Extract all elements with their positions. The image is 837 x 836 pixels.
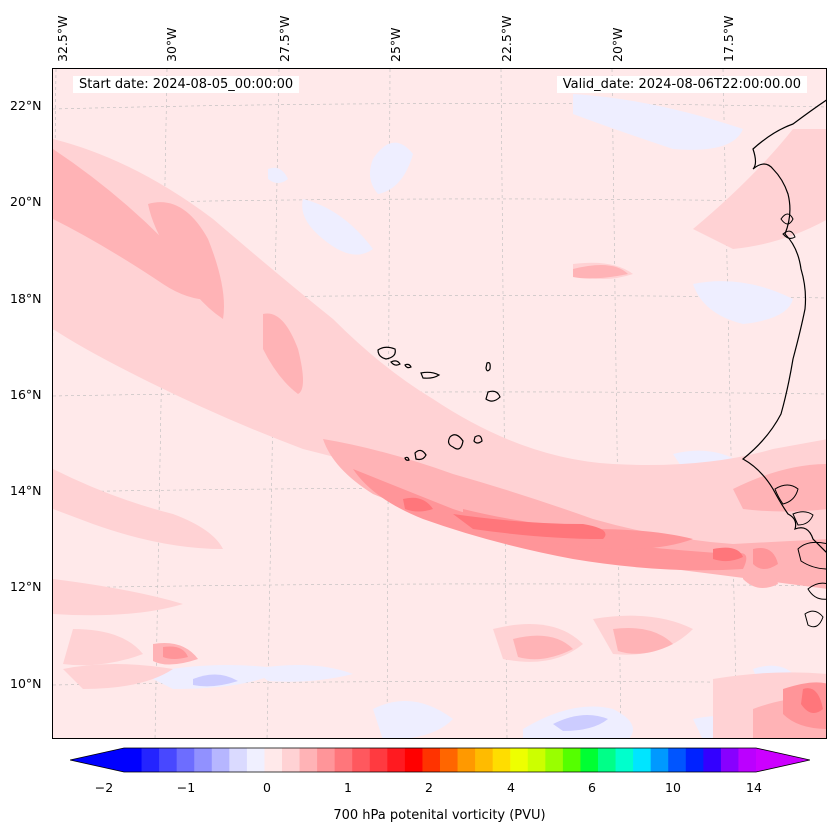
colorbar-right-arrow [756,748,810,772]
coast-inlet-2 [792,511,814,526]
colorbar-segment [720,748,739,772]
valid-date-label: Valid_date: 2024-08-06T22:00:00.00 [556,76,807,93]
pv-contour-map [53,69,826,738]
colorbar-segment [738,748,757,772]
colorbar-tick-label: −2 [94,780,114,795]
lat-label-22n: 22°N [10,98,42,113]
colorbar-segment [124,748,143,772]
start-date-label: Start date: 2024-08-05_00:00:00 [73,76,300,93]
colorbar-segment [422,748,441,772]
colorbar-tick-label: 6 [588,780,596,795]
colorbar-segment [299,748,318,772]
colorbar-segment [650,748,669,772]
lat-label-10n: 10°N [10,676,42,691]
colorbar-tick-label: 14 [746,780,762,795]
colorbar-segment [141,748,160,772]
colorbar-left-arrow [70,748,124,772]
lat-label-12n: 12°N [10,579,42,594]
colorbar-segment [369,748,388,772]
lat-label-20n: 20°N [10,194,42,209]
colorbar-tick-label: 4 [507,780,515,795]
africa-coastline [741,99,826,553]
lat-label-16n: 16°N [10,387,42,402]
colorbar-outline [70,747,810,773]
map-panel[interactable] [52,68,827,739]
colorbar-segment [317,748,336,772]
coast-inlet-4 [807,582,826,600]
colorbar-segment [334,748,353,772]
colorbar-tick-label: −1 [176,780,196,795]
colorbar-tick-label: 0 [263,780,271,795]
colorbar-segment [440,748,459,772]
island-outlines [377,346,501,461]
colorbar-segment [387,748,406,772]
colorbar-segment [685,748,704,772]
colorbar-segment [475,748,494,772]
colorbar-tick-label: 1 [344,780,352,795]
colorbar-segment [159,748,178,772]
colorbar-segment [545,748,564,772]
pv-band-peak [403,497,823,713]
colorbar-segment [352,748,371,772]
colorbar-segment [562,748,581,772]
colorbar-segment [282,748,301,772]
coast-inlet-3 [797,541,826,570]
coast-islet [804,610,824,628]
lat-label-18n: 18°N [10,291,42,306]
colorbar-segment [598,748,617,772]
colorbar-tick-label: 10 [665,780,681,795]
lon-label-32-5w: 32.5°W [55,15,70,62]
colorbar-segment [527,748,546,772]
colorbar [70,747,810,773]
colorbar-segment [194,748,213,772]
colorbar-segment [404,748,423,772]
colorbar-segment [211,748,230,772]
negative-pv-cores [193,674,608,731]
colorbar-segment [176,748,195,772]
colorbar-segment [264,748,283,772]
colorbar-tick-label: 2 [425,780,433,795]
colorbar-segment [457,748,476,772]
colorbar-segment [510,748,529,772]
lon-label-30w: 30°W [164,27,179,62]
colorbar-title: 700 hPa potenital vorticity (PVU) [333,808,546,823]
lon-label-17-5w: 17.5°W [721,15,736,62]
lat-label-14n: 14°N [10,483,42,498]
coast-inlet-1 [774,484,799,505]
colorbar-segment [580,748,599,772]
colorbar-segment [703,748,722,772]
pv-band-medium [53,149,826,738]
colorbar-segment [492,748,511,772]
colorbar-segment [229,748,248,772]
colorbar-segment [615,748,634,772]
lon-label-27-5w: 27.5°W [277,15,292,62]
lon-label-20w: 20°W [610,27,625,62]
lon-label-25w: 25°W [388,27,403,62]
colorbar-segment [633,748,652,772]
colorbar-segment [246,748,265,772]
lon-label-22-5w: 22.5°W [499,15,514,62]
colorbar-segment [668,748,687,772]
